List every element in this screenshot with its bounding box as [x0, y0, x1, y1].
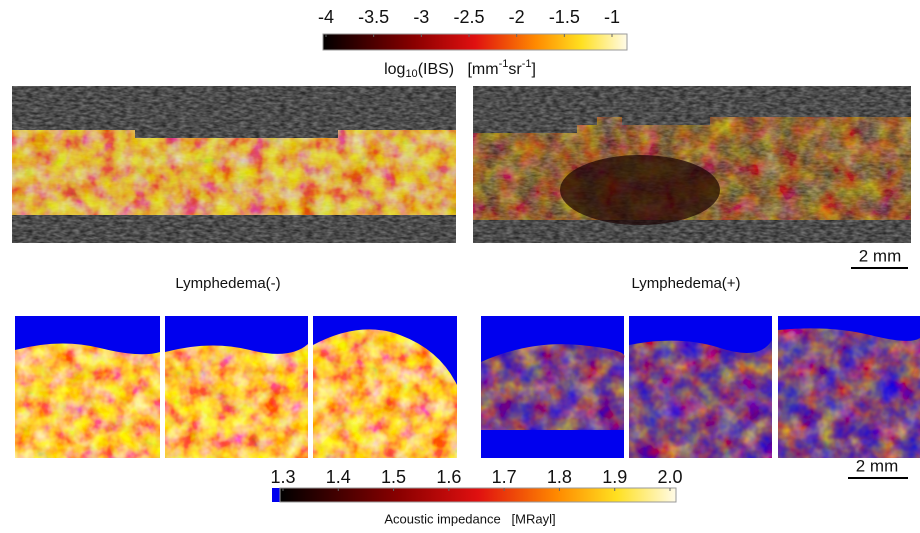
panel-label: Lymphedema(+): [631, 275, 740, 292]
colorbar-tick-label: -3.5: [358, 7, 389, 27]
colorbar-tick-label: 2.0: [657, 467, 682, 487]
colorbar-label: log10(IBS) [mm-1sr-1]: [384, 58, 536, 80]
colorbar-tick-label: -2: [509, 7, 525, 27]
colorbar-tick-label: -4: [318, 7, 334, 27]
colorbar-tick-label: 1.5: [381, 467, 406, 487]
colorbar-tick-label: 1.4: [326, 467, 351, 487]
panel-label: Lymphedema(-): [175, 275, 280, 292]
label-part: log: [384, 61, 405, 78]
colorbar-tick-label: -3: [413, 7, 429, 27]
label-part: 10: [405, 68, 417, 80]
colorbar: [323, 34, 627, 50]
colorbar-tick-label: 1.3: [270, 467, 295, 487]
ultrasound-image-right: [473, 86, 911, 243]
colorbar-tick-label: 1.8: [547, 467, 572, 487]
ultrasound-image-left: [12, 86, 456, 243]
label-part: sr: [508, 61, 522, 78]
label-part: -1: [522, 58, 532, 70]
colorbar-tick-label: -2.5: [453, 7, 484, 27]
scale-bar-label: 2 mm: [859, 246, 902, 265]
colorbar-tick-label: 1.9: [602, 467, 627, 487]
scale-bar-label: 2 mm: [856, 456, 899, 475]
colorbar-background-swatch: [272, 488, 280, 502]
label-part: ]: [531, 61, 535, 78]
colorbar-tick-label: -1.5: [549, 7, 580, 27]
colorbar: [280, 488, 676, 502]
colorbar-tick-label: -1: [604, 7, 620, 27]
colorbar-ticks: -4 -3.5 -3 -2.5 -2 -1.5 -1: [318, 7, 620, 37]
impedance-maps: [15, 316, 920, 458]
figure: -4-3.5-3-2.5-2-1.5-1 log10(IBS) [mm-1sr-…: [0, 0, 920, 533]
label-part: -1: [499, 58, 509, 70]
colorbar-tick-label: 1.6: [436, 467, 461, 487]
colorbar-tick-label: 1.7: [492, 467, 517, 487]
label-part: (IBS) [mm: [418, 61, 499, 78]
colorbar-label: Acoustic impedance [MRayl]: [384, 511, 555, 526]
colorbar-ticks: 1.3 1.4 1.5 1.6 1.7 1.8 1.9 2.0: [270, 467, 682, 491]
